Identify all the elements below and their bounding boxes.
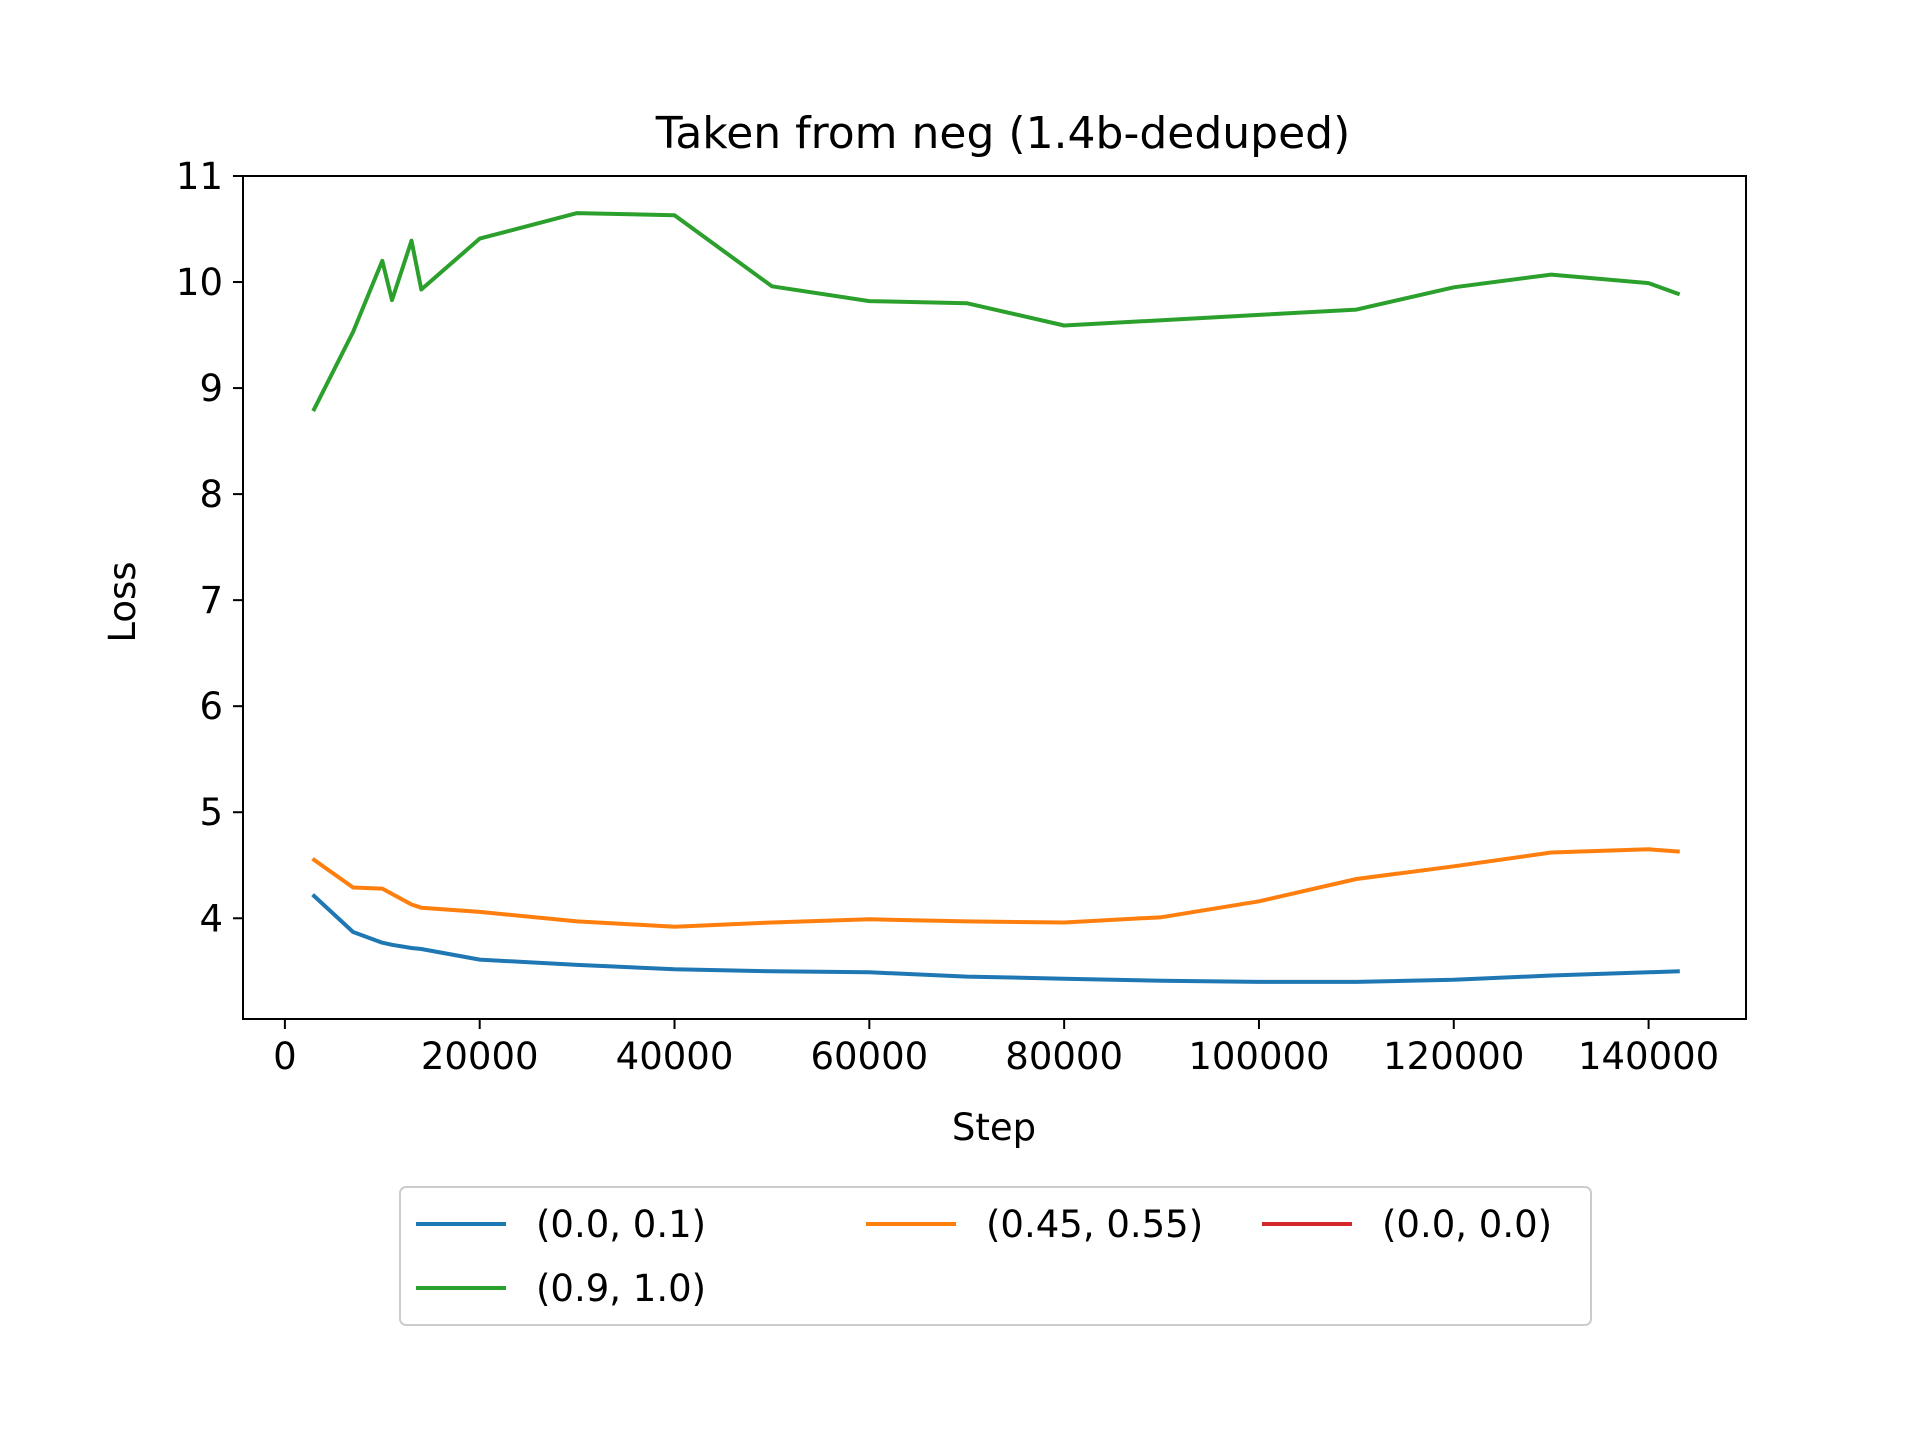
y-tick-label: 4 [199, 897, 223, 940]
y-tick-label: 8 [199, 473, 223, 516]
plot-frame [242, 175, 1747, 1020]
y-tick-label: 6 [199, 685, 223, 728]
legend-label-0: (0.0, 0.1) [536, 1203, 706, 1246]
x-tick-label: 80000 [1005, 1035, 1123, 1078]
legend-label-3: (0.0, 0.0) [1382, 1203, 1552, 1246]
y-tick-label: 5 [199, 791, 223, 834]
x-tick-label: 20000 [421, 1035, 539, 1078]
chart-title: Taken from neg (1.4b-deduped) [655, 108, 1351, 159]
series-line-2 [311, 211, 1681, 412]
x-tick-label: 100000 [1188, 1035, 1329, 1078]
y-tick-label: 11 [176, 155, 223, 198]
x-tick-label: 0 [273, 1035, 297, 1078]
y-tick-label: 7 [199, 579, 223, 622]
y-tick-label: 9 [199, 367, 223, 410]
series-line-0 [311, 893, 1680, 984]
y-tick-label: 10 [176, 261, 223, 304]
x-axis: 0 20000 40000 60000 80000 100000 120000 140000 [273, 1019, 1719, 1078]
series-line-1 [311, 847, 1680, 929]
legend-label-2: (0.9, 1.0) [536, 1267, 706, 1310]
legend: (0.0, 0.1) (0.45, 0.55) (0.9, 1.0) (0.0, 0.… [399, 1186, 1592, 1326]
x-tick-label: 120000 [1383, 1035, 1524, 1078]
x-tick-label: 140000 [1578, 1035, 1719, 1078]
x-tick-label: 60000 [810, 1035, 928, 1078]
x-axis-label: Step [952, 1106, 1036, 1149]
series-layer [311, 211, 1681, 984]
legend-box [399, 1186, 1592, 1326]
legend-label-1: (0.45, 0.55) [986, 1203, 1203, 1246]
y-axis-label: Loss [101, 561, 144, 642]
x-tick-label: 40000 [616, 1035, 734, 1078]
y-axis: 4 5 6 7 8 9 10 11 [176, 155, 243, 940]
